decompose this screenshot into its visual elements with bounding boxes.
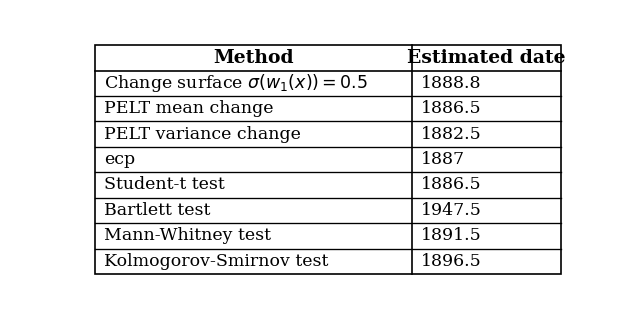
Text: PELT mean change: PELT mean change <box>104 100 273 117</box>
Text: PELT variance change: PELT variance change <box>104 126 301 143</box>
Text: Estimated date: Estimated date <box>407 49 566 67</box>
Text: ecp: ecp <box>104 151 135 168</box>
Text: 1896.5: 1896.5 <box>421 253 482 270</box>
Text: 1886.5: 1886.5 <box>421 177 481 193</box>
Text: Mann-Whitney test: Mann-Whitney test <box>104 227 271 244</box>
Text: Kolmogorov-Smirnov test: Kolmogorov-Smirnov test <box>104 253 328 270</box>
Text: Method: Method <box>213 49 294 67</box>
Text: 1888.8: 1888.8 <box>421 75 481 92</box>
Text: 1887: 1887 <box>421 151 465 168</box>
Text: 1882.5: 1882.5 <box>421 126 482 143</box>
Text: Change surface $\sigma(w_1(x)) = 0.5$: Change surface $\sigma(w_1(x)) = 0.5$ <box>104 72 368 94</box>
Text: 1891.5: 1891.5 <box>421 227 482 244</box>
Text: Student-t test: Student-t test <box>104 177 225 193</box>
Text: 1886.5: 1886.5 <box>421 100 481 117</box>
Text: 1947.5: 1947.5 <box>421 202 482 219</box>
Text: Bartlett test: Bartlett test <box>104 202 210 219</box>
